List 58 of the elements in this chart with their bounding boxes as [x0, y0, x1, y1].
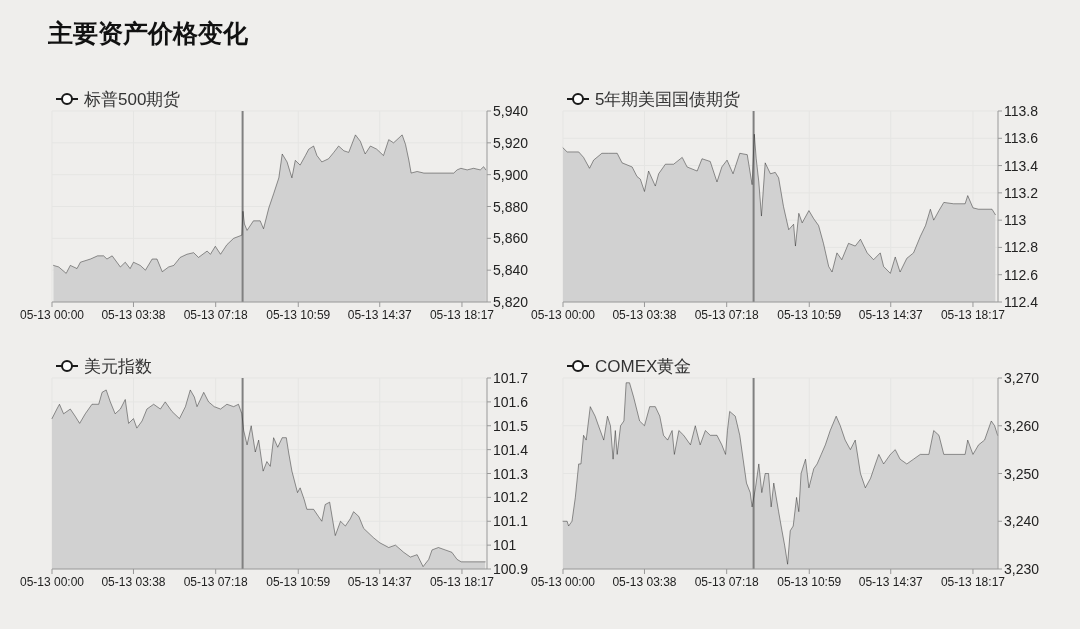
x-tick-label: 05-13 03:38 — [101, 308, 166, 322]
y-tick-label: 101.1 — [493, 513, 529, 530]
x-tick-label: 05-13 14:37 — [858, 308, 924, 322]
y-tick-label: 113.6 — [1004, 130, 1039, 147]
y-tick-label: 3,230 — [1004, 561, 1040, 577]
x-tick-label: 05-13 07:18 — [183, 575, 249, 589]
y-tick-label: 5,880 — [493, 198, 529, 215]
y-tick-label: 3,260 — [1004, 417, 1040, 434]
y-tick-label: 5,860 — [493, 230, 529, 247]
x-tick-label: 05-13 10:59 — [777, 308, 842, 322]
x-tick-label: 05-13 18:17 — [429, 308, 495, 322]
x-tick-label: 05-13 18:17 — [429, 575, 495, 589]
y-tick-label: 101.5 — [493, 417, 529, 434]
y-tick-label: 101 — [493, 537, 517, 554]
y-tick-label: 5,920 — [493, 134, 529, 151]
x-tick-label: 05-13 14:37 — [347, 308, 413, 322]
x-tick-label: 05-13 07:18 — [694, 308, 760, 322]
y-tick-label: 5,900 — [493, 166, 529, 183]
y-tick-label: 112.8 — [1004, 239, 1039, 256]
x-tick-label: 05-13 07:18 — [183, 308, 249, 322]
y-tick-label: 5,840 — [493, 262, 529, 279]
y-tick-label: 113.4 — [1004, 157, 1039, 174]
y-tick-label: 101.2 — [493, 489, 529, 506]
x-tick-label: 05-13 10:59 — [266, 575, 331, 589]
x-tick-label: 05-13 00:00 — [530, 575, 596, 589]
x-tick-label: 05-13 10:59 — [266, 308, 331, 322]
x-tick-label: 05-13 00:00 — [19, 575, 85, 589]
x-tick-label: 05-13 07:18 — [694, 575, 760, 589]
y-tick-label: 3,270 — [1004, 370, 1040, 386]
legend-label: 标普500期货 — [83, 89, 181, 109]
x-tick-label: 05-13 10:59 — [777, 575, 842, 589]
x-tick-label: 05-13 03:38 — [101, 575, 166, 589]
x-tick-label: 05-13 03:38 — [612, 575, 677, 589]
y-tick-label: 3,250 — [1004, 465, 1040, 482]
y-tick-label: 5,820 — [493, 294, 529, 310]
y-tick-label: 101.3 — [493, 465, 529, 482]
legend-label: 美元指数 — [84, 356, 152, 376]
x-tick-label: 05-13 14:37 — [347, 575, 413, 589]
x-tick-label: 05-13 00:00 — [530, 308, 596, 322]
chart-title: 主要资产价格变化 — [47, 19, 249, 47]
legend-label: 5年期美国国债期货 — [595, 89, 741, 109]
x-tick-label: 05-13 18:17 — [940, 308, 1006, 322]
y-tick-label: 113.2 — [1004, 184, 1039, 201]
y-tick-label: 3,240 — [1004, 513, 1040, 530]
x-tick-label: 05-13 18:17 — [940, 575, 1006, 589]
y-tick-label: 112.6 — [1004, 266, 1039, 283]
y-tick-label: 101.7 — [493, 370, 529, 386]
y-tick-label: 100.9 — [493, 561, 529, 577]
y-tick-label: 112.4 — [1004, 294, 1039, 310]
y-tick-label: 101.6 — [493, 393, 529, 410]
y-tick-label: 101.4 — [493, 441, 529, 458]
x-tick-label: 05-13 00:00 — [19, 308, 85, 322]
x-tick-label: 05-13 14:37 — [858, 575, 924, 589]
x-tick-label: 05-13 03:38 — [612, 308, 677, 322]
legend-label: COMEX黄金 — [595, 356, 692, 376]
y-tick-label: 113 — [1004, 212, 1027, 229]
y-tick-label: 5,940 — [493, 103, 529, 119]
y-tick-label: 113.8 — [1004, 103, 1039, 119]
